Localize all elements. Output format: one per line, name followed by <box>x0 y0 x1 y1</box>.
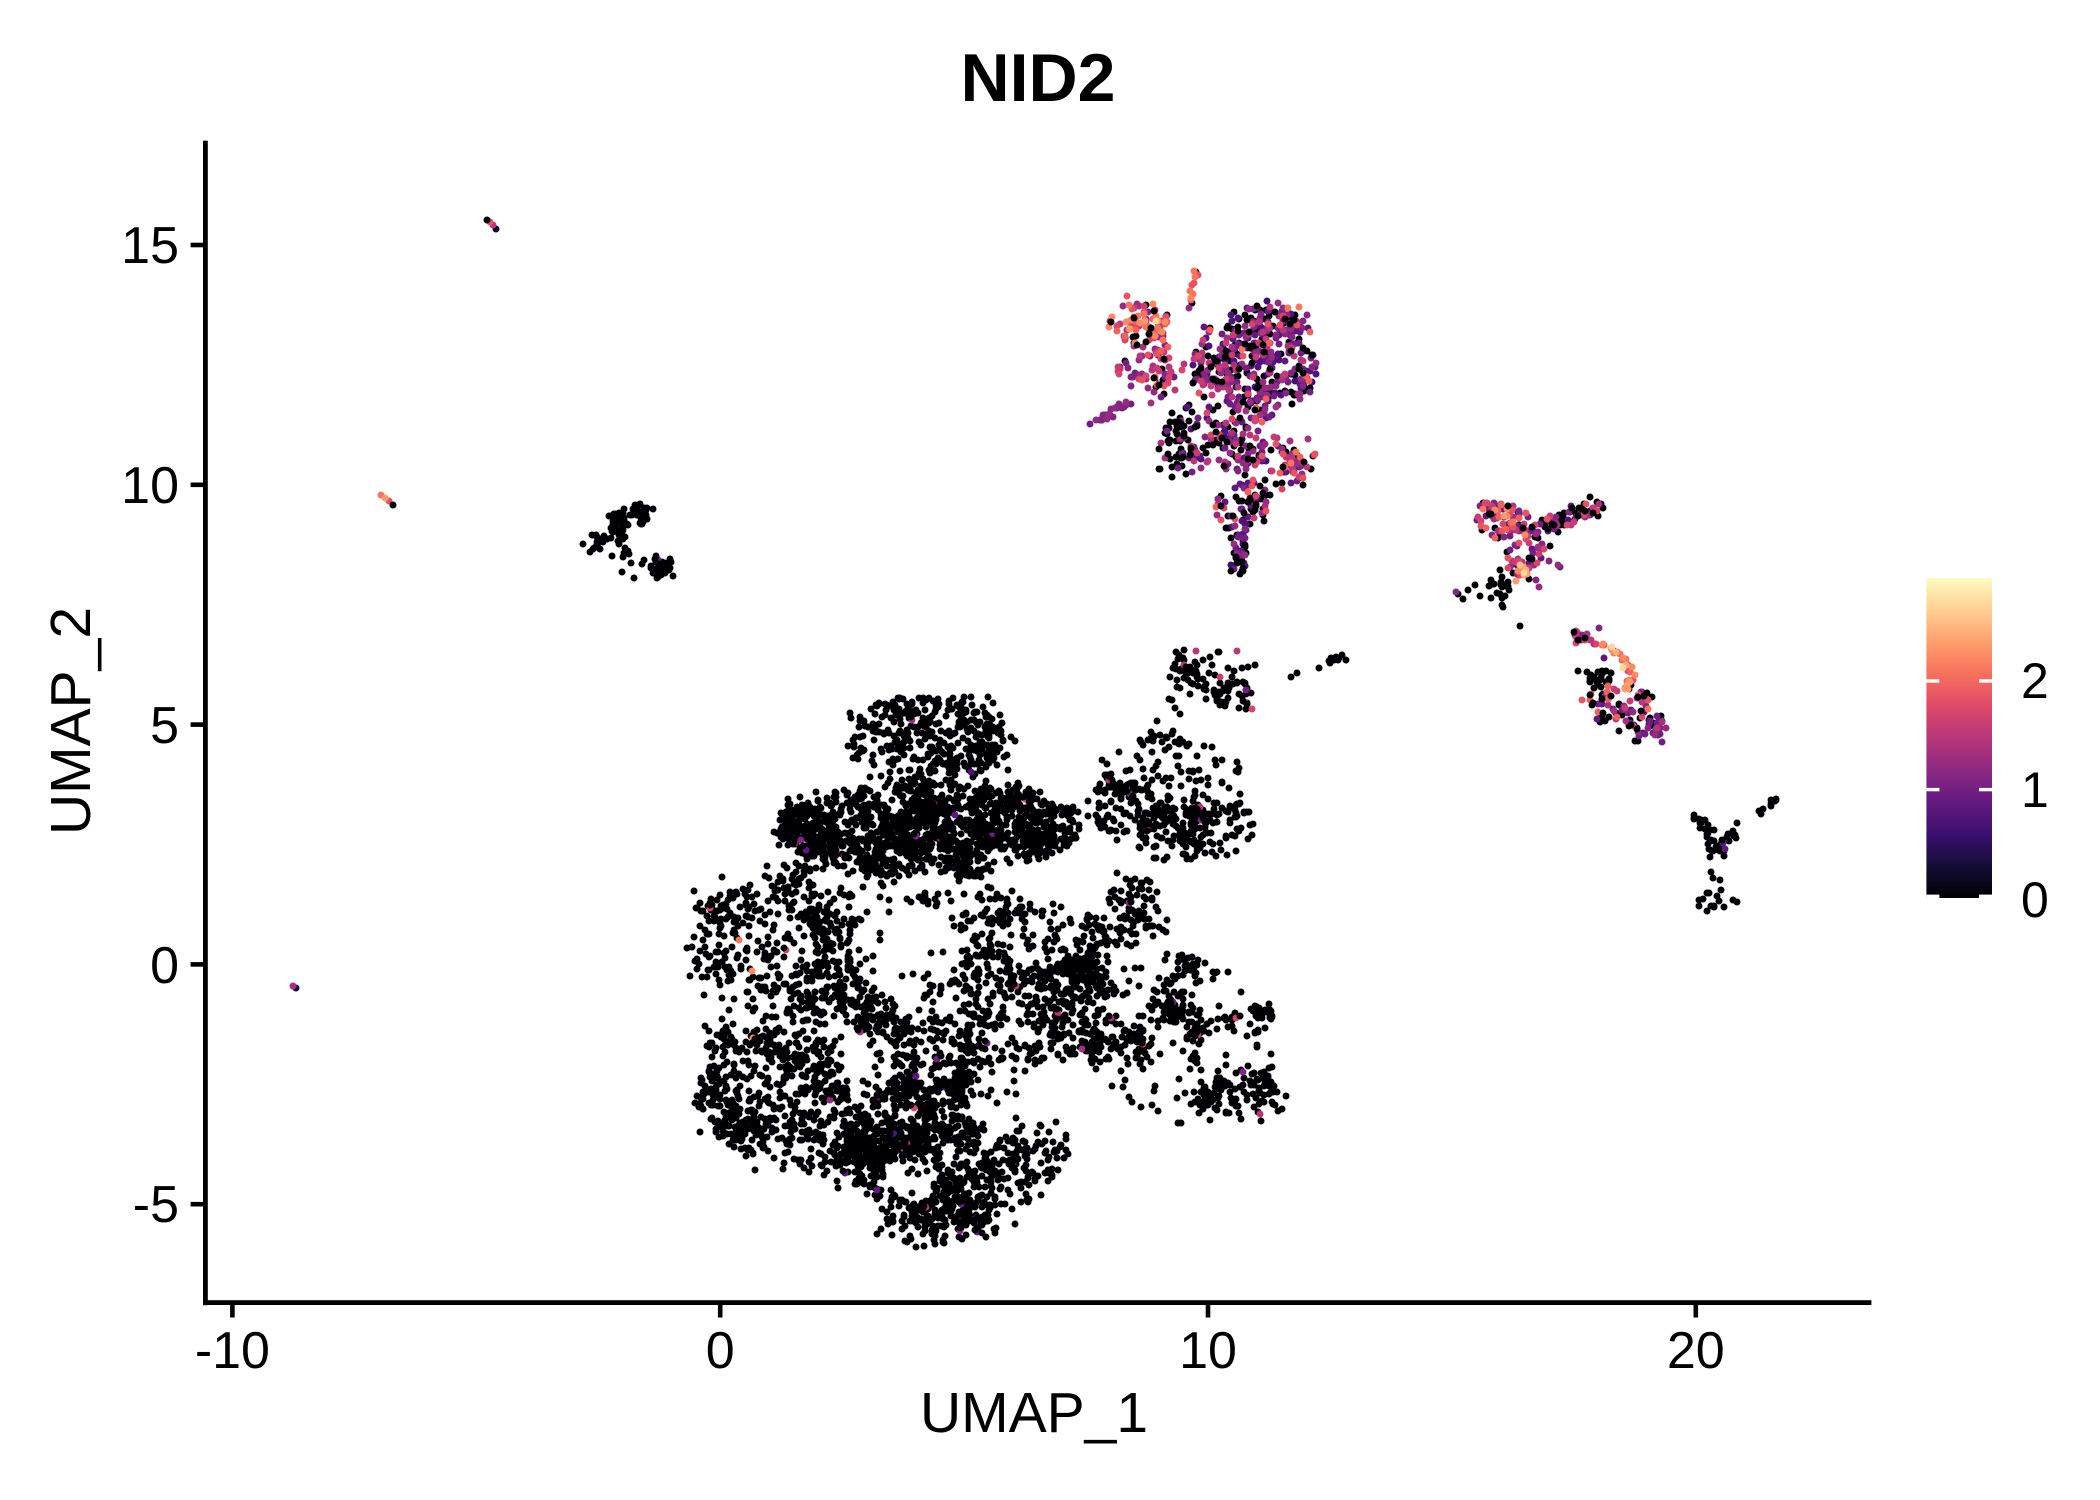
svg-text:-10: -10 <box>195 1322 270 1380</box>
svg-text:0: 0 <box>706 1322 735 1380</box>
svg-text:2: 2 <box>2021 653 2049 709</box>
svg-text:5: 5 <box>150 697 179 755</box>
svg-text:-5: -5 <box>133 1176 179 1234</box>
svg-text:0: 0 <box>2021 872 2049 928</box>
svg-text:UMAP_1: UMAP_1 <box>920 1381 1148 1445</box>
svg-text:10: 10 <box>121 457 179 515</box>
svg-text:10: 10 <box>1179 1322 1237 1380</box>
svg-text:1: 1 <box>2021 762 2049 818</box>
svg-text:0: 0 <box>150 937 179 995</box>
svg-text:20: 20 <box>1667 1322 1725 1380</box>
svg-text:NID2: NID2 <box>961 40 1116 116</box>
svg-text:15: 15 <box>121 217 179 275</box>
svg-text:UMAP_2: UMAP_2 <box>39 607 103 835</box>
